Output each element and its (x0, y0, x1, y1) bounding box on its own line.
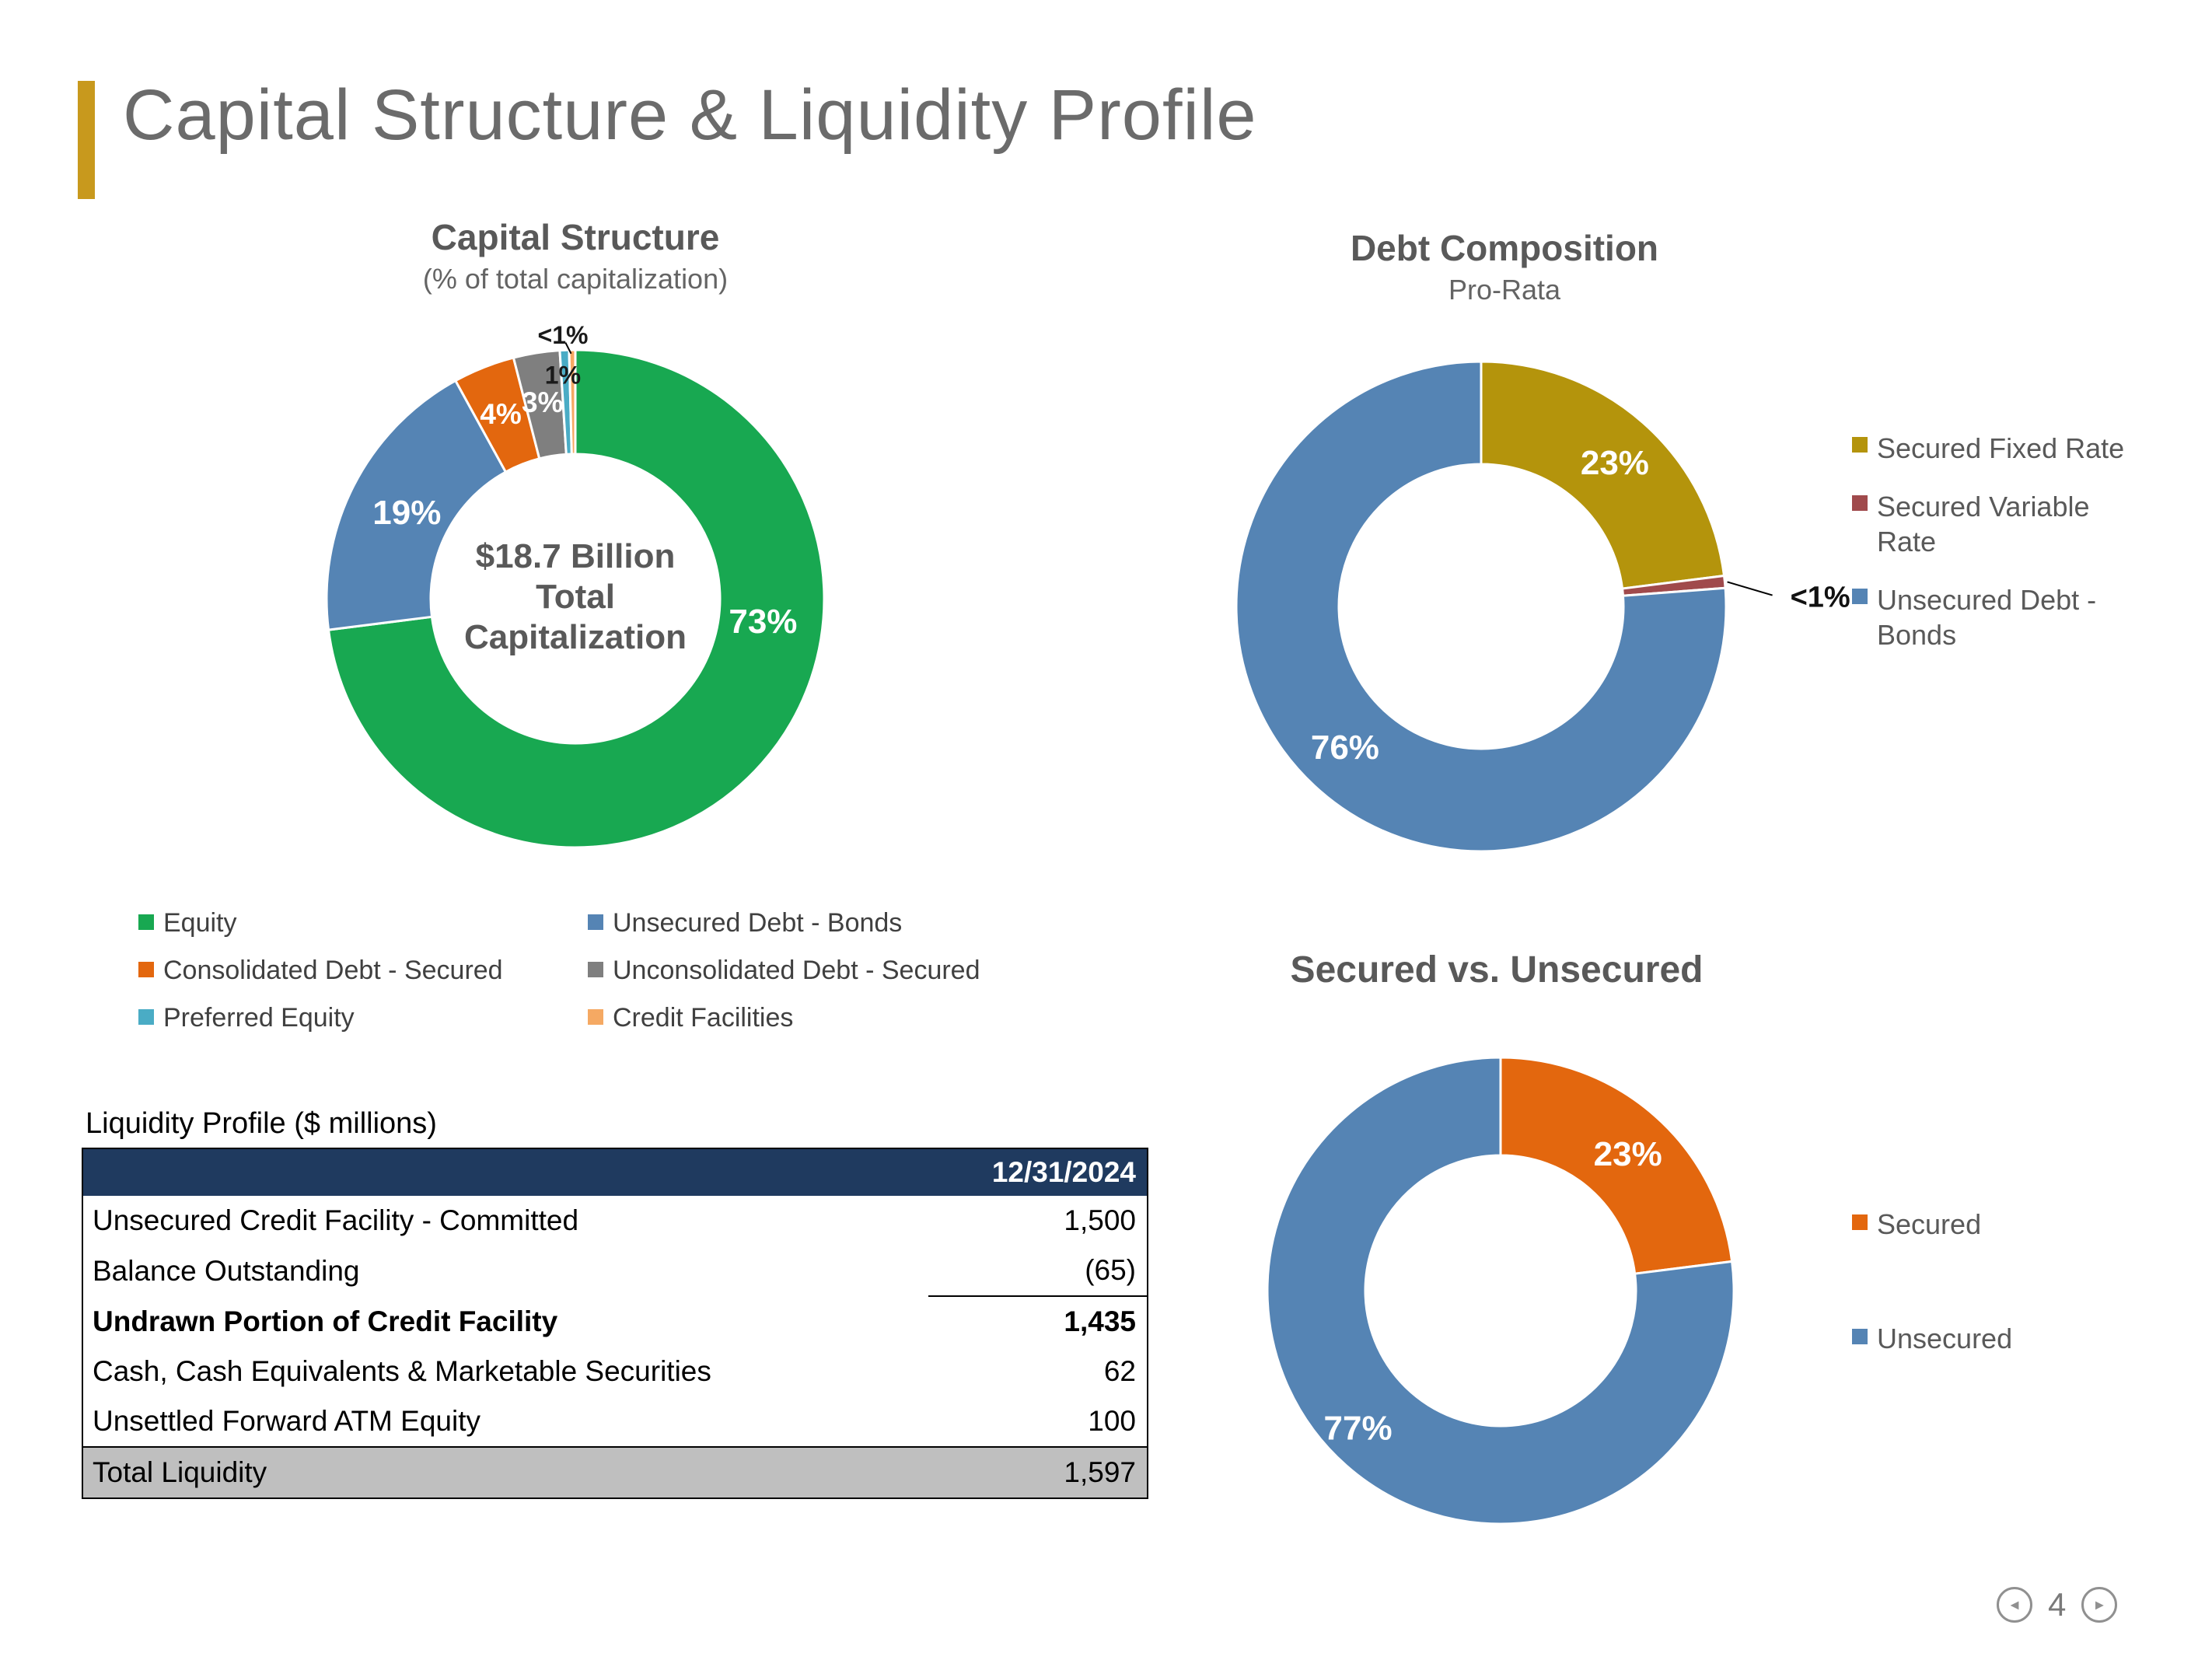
capital-structure-donut-chart: 73% 19% 4% 3%1% <1% (325, 321, 826, 849)
page-title: Capital Structure & Liquidity Profile (123, 75, 1257, 155)
capital-structure-legend: Equity Unsecured Debt - Bonds Consolidated… (138, 908, 980, 1033)
table-header-row: 12/31/2024 (82, 1148, 1148, 1196)
legend-item-consolidated-debt-secured: Consolidated Debt - Secured (138, 956, 588, 986)
secured-vs-unsecured-chart-title: Secured vs. Unsecured (1290, 949, 1704, 991)
debt-composition-donut-chart: 23% <1% 76% (1235, 360, 1850, 853)
donut-slice-secured-fixed-rate (1480, 360, 1726, 590)
legend-item-unconsolidated-debt-secured: Unconsolidated Debt - Secured (588, 956, 980, 986)
table-header-spacer (82, 1148, 928, 1196)
legend-label: Preferred Equity (163, 1003, 355, 1033)
legend-item-unsecured-debt-bonds: Unsecured Debt - Bonds (1852, 582, 2149, 652)
legend-swatch (1852, 437, 1868, 453)
table-row: Balance Outstanding (65) (82, 1246, 1148, 1297)
row-label: Balance Outstanding (82, 1246, 928, 1296)
legend-swatch (1852, 495, 1868, 511)
table-row: Unsecured Credit Facility - Committed 1,5… (82, 1196, 1148, 1246)
table-row: Undrawn Portion of Credit Facility 1,435 (82, 1296, 1148, 1347)
legend-label: Secured Variable Rate (1877, 491, 2090, 557)
donut-slice-secured (1499, 1056, 1734, 1275)
legend-item-secured-variable-rate: Secured Variable Rate (1852, 489, 2149, 559)
row-label: Undrawn Portion of Credit Facility (82, 1296, 928, 1347)
prev-page-icon: ◄ (2008, 1597, 2022, 1613)
legend-item-unsecured: Unsecured (1852, 1323, 2012, 1355)
donut-slice-credit-facilities (568, 348, 577, 456)
legend-item-secured: Secured (1852, 1208, 2012, 1241)
capital-structure-chart-subtitle: (% of total capitalization) (422, 263, 729, 295)
next-page-button[interactable]: ► (2081, 1587, 2118, 1623)
row-label: Unsettled Forward ATM Equity (82, 1396, 928, 1447)
page-number: 4 (2048, 1586, 2067, 1623)
debt-composition-chart-title: Debt Composition (1350, 228, 1659, 268)
page-navigation: ◄ 4 ► (1997, 1586, 2118, 1623)
legend-swatch (1852, 1214, 1868, 1230)
slice-label: 4% (480, 398, 521, 430)
legend-item-credit-facilities: Credit Facilities (588, 1003, 980, 1033)
slice-label: 1% (545, 361, 581, 389)
liquidity-table: 12/31/2024 Unsecured Credit Facility - C… (82, 1148, 1148, 1499)
legend-swatch (588, 1009, 603, 1025)
legend-swatch (138, 1009, 154, 1025)
legend-item-secured-fixed-rate: Secured Fixed Rate (1852, 431, 2149, 466)
label-leader-line (1727, 581, 1773, 596)
slice-label: 23% (1581, 444, 1649, 482)
slice-label: 73% (729, 603, 797, 641)
row-label: Total Liquidity (82, 1446, 928, 1498)
row-value: 1,500 (928, 1196, 1148, 1246)
row-label: Cash, Cash Equivalents & Marketable Secu… (82, 1347, 928, 1396)
legend-swatch (138, 962, 154, 977)
legend-item-preferred-equity: Preferred Equity (138, 1003, 588, 1033)
slice-label: <1% (1791, 581, 1850, 613)
title-accent-bar (78, 81, 95, 199)
legend-label: Credit Facilities (613, 1003, 794, 1033)
slice-label: 23% (1594, 1135, 1662, 1173)
legend-label: Unsecured Debt - Bonds (1877, 584, 2097, 651)
capital-structure-chart-title: Capital Structure (431, 217, 720, 257)
row-value: (65) (928, 1246, 1148, 1297)
legend-swatch (1852, 1329, 1868, 1344)
row-value: 100 (928, 1396, 1148, 1447)
donut-slice-equity (327, 348, 826, 849)
legend-item-unsecured-debt-bonds: Unsecured Debt - Bonds (588, 908, 980, 938)
table-row: Total Liquidity 1,597 (82, 1446, 1148, 1498)
row-value: 62 (928, 1347, 1148, 1396)
capital-structure-center-label: $18.7 Billion Total Capitalization (463, 537, 687, 656)
legend-swatch (588, 914, 603, 930)
label-leader-line (564, 342, 572, 355)
row-value: 1,435 (928, 1296, 1148, 1347)
slice-label: 77% (1324, 1410, 1393, 1448)
slice-label: 3% (522, 386, 563, 418)
legend-label: Secured Fixed Rate (1877, 432, 2125, 464)
table-row: Cash, Cash Equivalents & Marketable Secu… (82, 1347, 1148, 1396)
secured-vs-unsecured-donut-chart: 23% 77% (1266, 1056, 1735, 1525)
slice-label: 76% (1311, 729, 1379, 767)
legend-label: Secured (1877, 1208, 1982, 1240)
row-label: Unsecured Credit Facility - Committed (82, 1196, 928, 1246)
legend-swatch (1852, 589, 1868, 604)
legend-label: Unconsolidated Debt - Secured (613, 956, 980, 985)
legend-swatch (138, 914, 154, 930)
legend-swatch (588, 962, 603, 977)
donut-slice-unsecured-debt-bonds (325, 379, 507, 631)
slice-label: <1% (538, 321, 589, 349)
legend-label: Unsecured (1877, 1323, 2013, 1354)
next-page-icon: ► (2092, 1597, 2107, 1613)
table-header-date: 12/31/2024 (928, 1148, 1148, 1196)
liquidity-table-caption: Liquidity Profile ($ millions) (86, 1107, 437, 1140)
secured-vs-unsecured-legend: Secured Unsecured (1852, 1208, 2012, 1355)
donut-slice-unsecured-debt-bonds (1235, 360, 1728, 853)
debt-composition-legend: Secured Fixed Rate Secured Variable Rate U… (1852, 431, 2149, 652)
legend-label: Equity (163, 908, 237, 938)
donut-slice-unsecured (1266, 1056, 1735, 1525)
slice-label: 19% (372, 494, 441, 532)
row-value: 1,597 (928, 1446, 1148, 1498)
prev-page-button[interactable]: ◄ (1997, 1587, 2032, 1623)
legend-label: Consolidated Debt - Secured (163, 956, 503, 985)
legend-item-equity: Equity (138, 908, 588, 938)
table-row: Unsettled Forward ATM Equity 100 (82, 1396, 1148, 1447)
legend-label: Unsecured Debt - Bonds (613, 908, 903, 938)
debt-composition-chart-subtitle: Pro-Rata (1448, 274, 1561, 306)
